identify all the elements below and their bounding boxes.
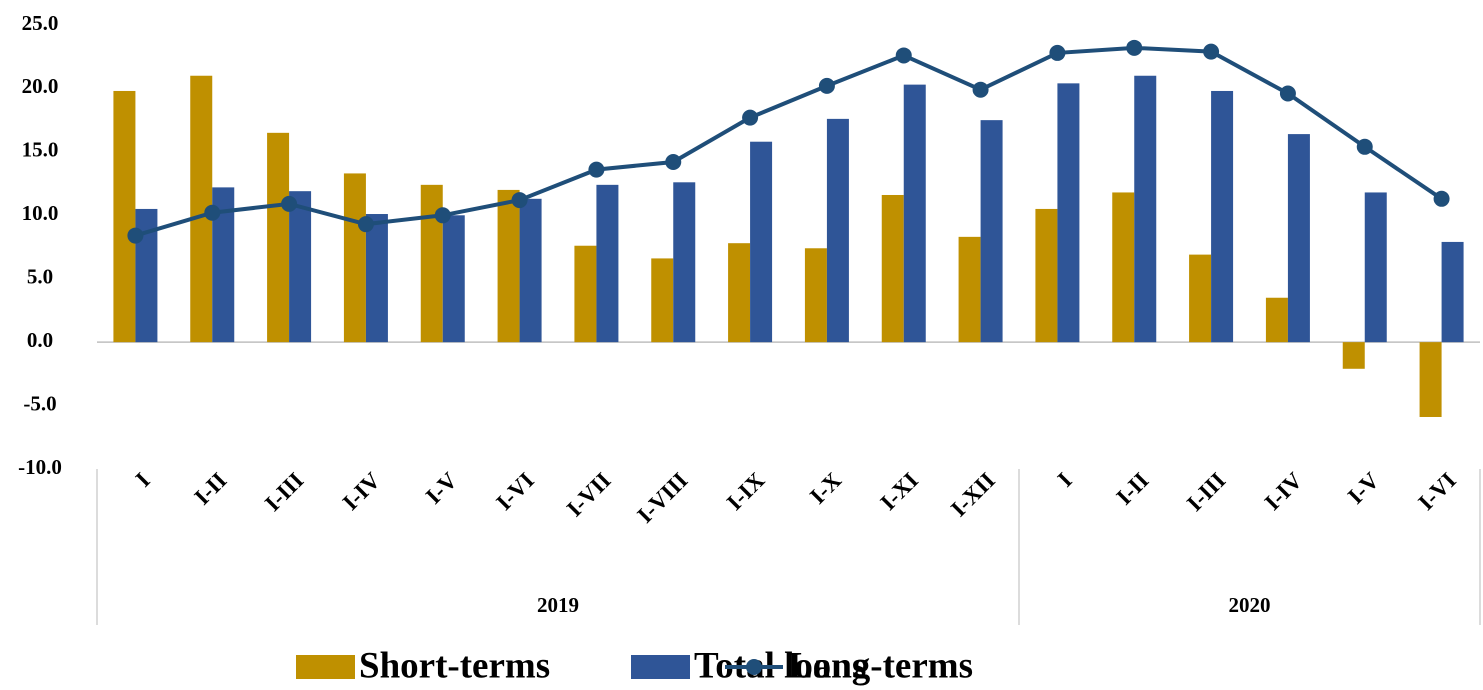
bar — [574, 245, 597, 343]
y-tick-label: -5.0 — [23, 391, 56, 415]
x-tick-label: I-VIII — [632, 468, 692, 528]
line-marker — [434, 207, 451, 224]
x-tick-label: I-III — [1182, 468, 1230, 516]
x-tick-label: I-II — [1111, 468, 1153, 510]
line-marker — [895, 47, 912, 64]
x-tick-label: I-VI — [491, 468, 539, 516]
bar — [190, 75, 213, 343]
bar — [1419, 342, 1442, 417]
bar — [1342, 342, 1365, 369]
x-tick-label: I-IV — [338, 467, 386, 515]
line-marker — [1433, 190, 1450, 207]
line-marker — [665, 154, 682, 171]
line-marker — [511, 192, 528, 209]
line-marker — [972, 81, 989, 98]
y-tick-label: 25.0 — [22, 11, 59, 35]
x-tick-label: I-XII — [946, 468, 1000, 522]
bar — [673, 182, 696, 343]
y-tick-label: 20.0 — [22, 74, 59, 98]
bar — [826, 118, 849, 343]
legend-swatch — [296, 655, 355, 679]
line-marker — [588, 161, 605, 178]
line-marker — [1279, 85, 1296, 102]
x-tick-label: I — [1053, 468, 1077, 492]
bar — [804, 248, 827, 343]
bar — [267, 132, 290, 343]
line-marker — [1203, 43, 1220, 60]
bar — [1057, 83, 1080, 343]
bar — [113, 90, 136, 343]
y-tick-label: 15.0 — [22, 138, 59, 162]
x-tick-label: I-VI — [1413, 468, 1461, 516]
x-tick-label: I-X — [805, 467, 846, 508]
bar — [958, 236, 981, 343]
x-tick-label: I-III — [260, 468, 308, 516]
bar — [420, 184, 443, 343]
y-tick-label: 0.0 — [27, 328, 53, 352]
group-label: 2020 — [1229, 593, 1271, 617]
x-tick-label: I-IX — [722, 467, 770, 515]
bar — [903, 84, 926, 343]
bar — [596, 184, 619, 343]
line-marker — [1356, 138, 1373, 155]
x-tick-label: I-VII — [562, 468, 616, 522]
bar — [1364, 192, 1387, 343]
y-tick-label: 10.0 — [22, 201, 59, 225]
line — [134, 45, 1443, 238]
line-marker — [127, 227, 144, 244]
x-tick-label: I-V — [1343, 467, 1384, 508]
line-marker — [1126, 39, 1143, 56]
x-tick-label: I-II — [189, 468, 231, 510]
line-marker — [742, 109, 759, 126]
y-tick-label: 5.0 — [27, 265, 53, 289]
legend-swatch — [631, 655, 690, 679]
bar — [750, 141, 773, 343]
x-tick-label: I-XI — [876, 468, 924, 516]
line-marker — [357, 216, 374, 233]
bar — [135, 208, 158, 343]
bar — [519, 198, 542, 343]
line-marker — [281, 195, 298, 212]
bar — [1265, 297, 1288, 343]
bar — [343, 173, 366, 343]
legend-label: Short-terms — [359, 645, 550, 686]
bar — [442, 215, 465, 343]
bar — [728, 243, 751, 343]
bar — [497, 189, 520, 343]
x-tick-label: I-IV — [1260, 467, 1308, 515]
line-marker — [818, 77, 835, 94]
bar — [651, 258, 674, 343]
x-tick-label: I-V — [421, 467, 462, 508]
legend-swatch — [746, 659, 762, 675]
bar — [365, 214, 388, 343]
group-label: 2019 — [537, 593, 579, 617]
bar — [980, 120, 1003, 343]
bar — [881, 194, 904, 343]
bar — [1134, 75, 1157, 343]
bar — [1035, 208, 1058, 343]
bar — [1112, 192, 1135, 343]
bar — [212, 187, 235, 343]
bar — [1287, 134, 1310, 343]
line-marker — [1049, 44, 1066, 61]
line-marker — [204, 204, 221, 221]
bar — [289, 191, 312, 343]
bar — [1211, 90, 1234, 343]
y-tick-label: -10.0 — [18, 455, 62, 479]
legend-label: Long-terms — [788, 645, 973, 686]
bar — [1441, 241, 1464, 343]
x-tick-label: I — [131, 468, 155, 492]
bar — [1189, 254, 1212, 343]
